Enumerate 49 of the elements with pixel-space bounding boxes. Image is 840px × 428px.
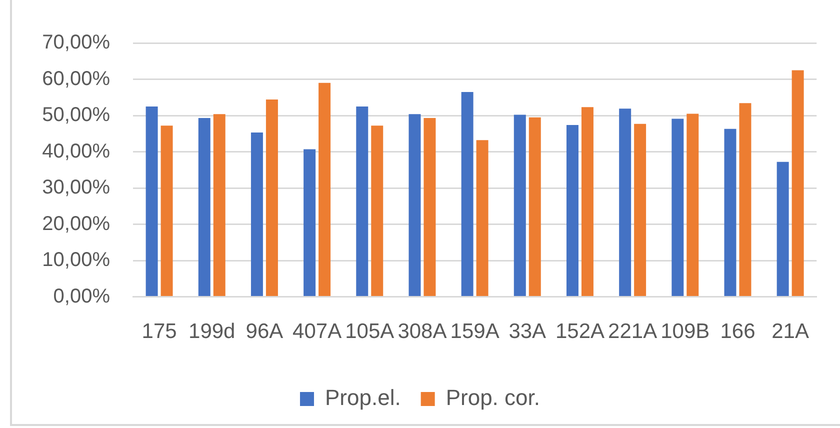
bar bbox=[160, 126, 173, 296]
bar bbox=[198, 118, 210, 296]
x-tick-label: 199d bbox=[188, 320, 236, 344]
y-tick-label: 70,00% bbox=[42, 32, 110, 54]
bar bbox=[476, 140, 488, 296]
y-tick-label: 60,00% bbox=[42, 68, 110, 90]
bar bbox=[371, 126, 384, 296]
x-tick-label: 221A bbox=[608, 320, 658, 344]
x-tick-label: 308A bbox=[398, 320, 447, 344]
y-tick-label: 30,00% bbox=[42, 176, 110, 199]
x-tick-label: 96A bbox=[246, 320, 284, 344]
y-tick-label: 20,00% bbox=[42, 212, 110, 235]
bar bbox=[686, 114, 699, 296]
bar bbox=[792, 70, 804, 296]
y-tick-label: 0,00% bbox=[53, 285, 110, 308]
bar bbox=[724, 128, 736, 296]
bar bbox=[581, 107, 594, 296]
bar bbox=[634, 124, 646, 296]
bar bbox=[739, 103, 752, 296]
x-tick-label: 152A bbox=[555, 320, 604, 344]
y-tick-label: 50,00% bbox=[42, 104, 110, 126]
bar bbox=[408, 114, 421, 296]
x-tick-label: 21A bbox=[772, 320, 810, 344]
x-tick-label: 33A bbox=[508, 320, 546, 344]
x-tick-label: 105A bbox=[345, 320, 394, 344]
x-tick-label: 407A bbox=[292, 320, 342, 344]
bar bbox=[213, 114, 226, 296]
x-tick-label: 109B bbox=[660, 320, 710, 344]
bar bbox=[424, 118, 436, 296]
y-tick-label: 40,00% bbox=[42, 140, 110, 162]
bar bbox=[566, 124, 578, 296]
x-tick-label: 166 bbox=[720, 320, 756, 344]
y-tick-label: 10,00% bbox=[42, 249, 110, 272]
bar bbox=[528, 117, 541, 296]
bar bbox=[776, 162, 789, 296]
bar bbox=[304, 149, 316, 296]
legend-label: Prop.el. bbox=[325, 385, 401, 410]
bar bbox=[146, 106, 158, 296]
bar bbox=[619, 108, 632, 296]
x-tick-label: 175 bbox=[142, 320, 177, 344]
bar bbox=[266, 100, 278, 296]
bar bbox=[356, 106, 368, 296]
bar bbox=[514, 114, 526, 296]
bar bbox=[250, 132, 263, 296]
legend-label: Prop. cor. bbox=[446, 385, 540, 410]
bar bbox=[318, 82, 331, 296]
x-tick-label: 159A bbox=[450, 320, 500, 344]
bar bbox=[672, 118, 684, 296]
bar bbox=[461, 92, 474, 296]
